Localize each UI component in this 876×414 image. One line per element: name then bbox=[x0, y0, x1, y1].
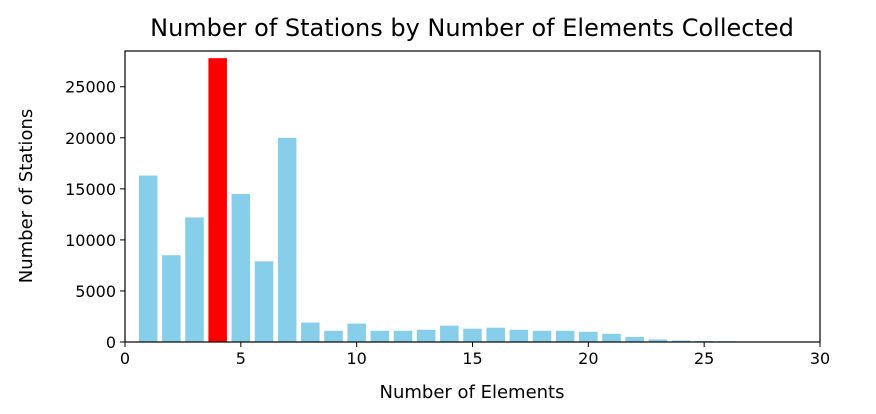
x-tick-label-10: 10 bbox=[346, 349, 366, 368]
bar-5 bbox=[232, 194, 251, 342]
y-tick-label-20000: 20000 bbox=[65, 129, 116, 148]
bar-4 bbox=[208, 58, 227, 342]
bar-7 bbox=[278, 138, 297, 342]
x-tick-label-0: 0 bbox=[120, 349, 130, 368]
y-tick-label-5000: 5000 bbox=[75, 282, 116, 301]
bar-22 bbox=[625, 337, 644, 342]
x-tick-label-30: 30 bbox=[810, 349, 830, 368]
bar-20 bbox=[579, 332, 598, 342]
bar-15 bbox=[463, 329, 482, 342]
bar-2 bbox=[162, 255, 181, 342]
chart-title: Number of Stations by Number of Elements… bbox=[150, 14, 794, 42]
bar-1 bbox=[139, 176, 158, 342]
bars-group bbox=[139, 58, 806, 342]
y-tick-label-25000: 25000 bbox=[65, 78, 116, 97]
bar-13 bbox=[417, 330, 436, 342]
bar-18 bbox=[533, 331, 552, 342]
bar-16 bbox=[486, 328, 505, 342]
y-tick-label-0: 0 bbox=[106, 333, 116, 352]
bar-12 bbox=[394, 331, 413, 342]
y-tick-label-15000: 15000 bbox=[65, 180, 116, 199]
y-tick-label-10000: 10000 bbox=[65, 231, 116, 250]
bar-11 bbox=[371, 331, 390, 342]
x-tick-label-25: 25 bbox=[694, 349, 714, 368]
bar-6 bbox=[255, 261, 274, 342]
x-tick-label-20: 20 bbox=[578, 349, 598, 368]
x-axis-label: Number of Elements bbox=[379, 382, 564, 403]
y-axis-label: Number of Stations bbox=[16, 109, 37, 283]
bar-3 bbox=[185, 217, 204, 342]
x-tick-label-5: 5 bbox=[236, 349, 246, 368]
bar-8 bbox=[301, 323, 320, 342]
bar-14 bbox=[440, 326, 459, 342]
bar-17 bbox=[510, 330, 529, 342]
bar-10 bbox=[347, 324, 366, 342]
plot-frame bbox=[125, 51, 820, 342]
x-tick-label-15: 15 bbox=[462, 349, 482, 368]
bar-21 bbox=[602, 334, 621, 342]
bar-19 bbox=[556, 331, 575, 342]
bar-9 bbox=[324, 331, 343, 342]
